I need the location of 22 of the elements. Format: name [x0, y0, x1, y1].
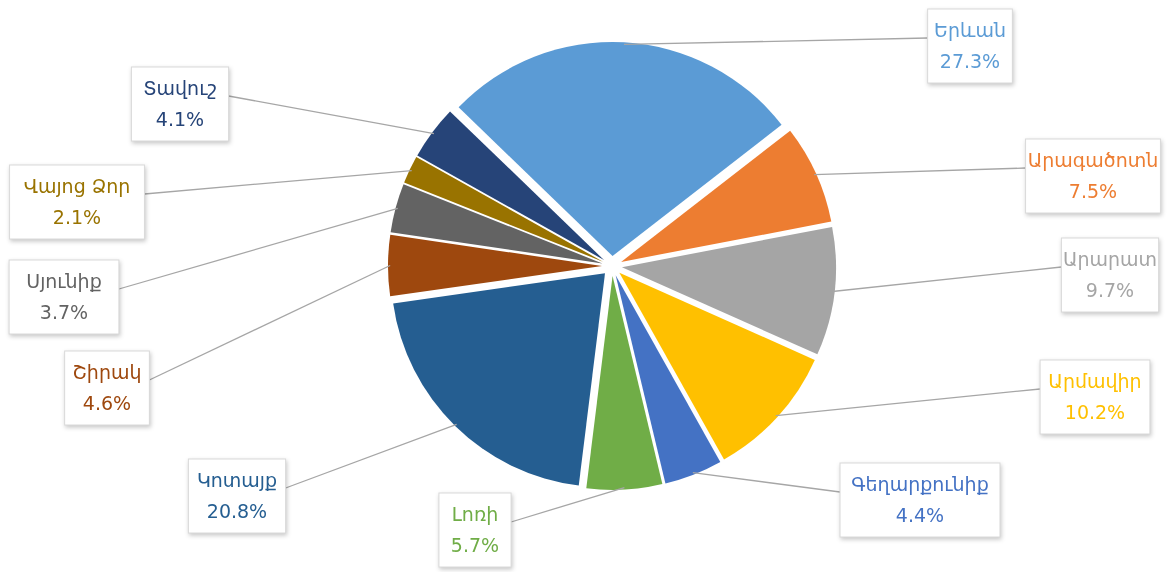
data-label: 4.6%: [82, 392, 132, 414]
data-label: 27.3%: [939, 50, 1001, 72]
slice-label: Լոռի: [451, 503, 499, 525]
slice-label: Վայոց Ձոր: [23, 175, 131, 197]
data-label: 4.1%: [155, 108, 205, 130]
data-label: 5.7%: [450, 534, 500, 556]
slice-label: Սյունիք: [26, 270, 102, 292]
slice-label: Տավուշ: [143, 77, 217, 99]
slice-label: Արմավիր: [1048, 370, 1142, 392]
slice-label: Երևան: [934, 19, 1006, 41]
data-label: 2.1%: [52, 206, 102, 228]
data-label: 4.4%: [895, 504, 945, 526]
data-label: 7.5%: [1068, 180, 1118, 202]
slice-label: Գեղարքունիք: [851, 473, 989, 495]
slice-label: Արարատ: [1062, 248, 1158, 270]
data-label: 10.2%: [1064, 401, 1126, 423]
data-label: 3.7%: [39, 301, 89, 323]
slice-label: Շիրակ: [72, 361, 142, 383]
data-label: 9.7%: [1085, 279, 1135, 301]
slice-label: Արագածոտն: [1027, 149, 1159, 171]
slice-label: Կոտայք: [196, 469, 278, 491]
data-label: 20.8%: [206, 500, 268, 522]
